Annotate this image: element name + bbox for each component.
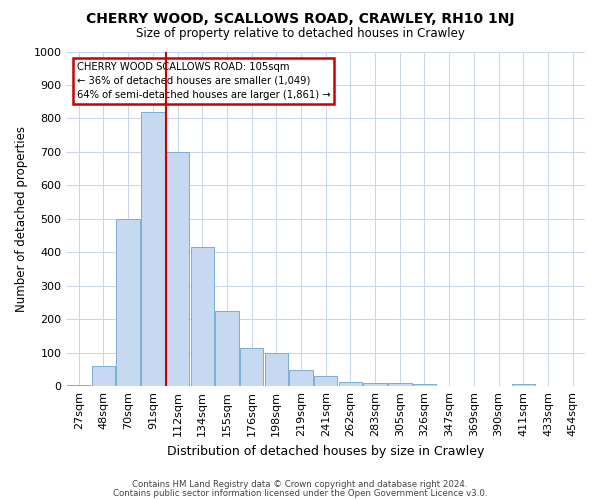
Text: Contains public sector information licensed under the Open Government Licence v3: Contains public sector information licen… — [113, 489, 487, 498]
Bar — [265, 353, 288, 386]
Bar — [240, 348, 263, 387]
Bar — [314, 376, 337, 386]
Bar — [338, 382, 362, 386]
Bar — [191, 248, 214, 386]
Bar — [67, 384, 91, 386]
Bar — [215, 311, 239, 386]
Y-axis label: Number of detached properties: Number of detached properties — [15, 126, 28, 312]
Bar — [388, 383, 412, 386]
Bar — [364, 383, 387, 386]
Text: Contains HM Land Registry data © Crown copyright and database right 2024.: Contains HM Land Registry data © Crown c… — [132, 480, 468, 489]
Text: CHERRY WOOD SCALLOWS ROAD: 105sqm
← 36% of detached houses are smaller (1,049)
6: CHERRY WOOD SCALLOWS ROAD: 105sqm ← 36% … — [77, 62, 331, 100]
Bar — [141, 112, 164, 386]
Bar — [512, 384, 535, 386]
X-axis label: Distribution of detached houses by size in Crawley: Distribution of detached houses by size … — [167, 444, 484, 458]
Bar — [166, 152, 189, 386]
Bar — [289, 370, 313, 386]
Text: Size of property relative to detached houses in Crawley: Size of property relative to detached ho… — [136, 28, 464, 40]
Bar — [413, 384, 436, 386]
Bar — [116, 219, 140, 386]
Text: CHERRY WOOD, SCALLOWS ROAD, CRAWLEY, RH10 1NJ: CHERRY WOOD, SCALLOWS ROAD, CRAWLEY, RH1… — [86, 12, 514, 26]
Bar — [92, 366, 115, 386]
